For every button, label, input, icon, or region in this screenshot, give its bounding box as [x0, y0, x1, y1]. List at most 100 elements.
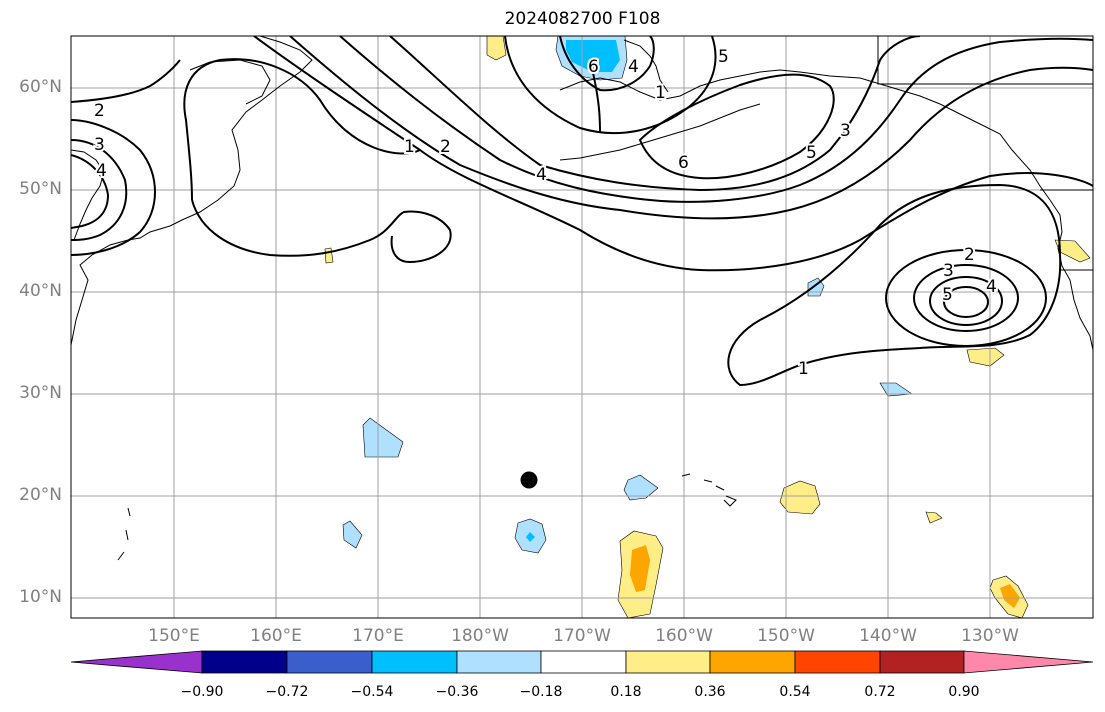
yellow-anomaly-d: [779, 480, 821, 515]
contour-4: [389, 36, 921, 192]
contour-2: [289, 36, 1093, 220]
colorbar-segment: [794, 650, 881, 674]
contour-east-4: [929, 276, 1003, 326]
lon-label: 170°W: [553, 626, 611, 646]
lon-label: 180°W: [451, 626, 509, 646]
contour-west-2: [71, 59, 181, 103]
colorbar-tick: −0.90: [180, 684, 224, 700]
contour-label: 3: [94, 135, 105, 155]
colorbar-tick: 0.36: [694, 684, 726, 700]
contour-east-5: [943, 286, 989, 318]
contour-west-loop-2: [71, 139, 128, 241]
colorbar: [70, 650, 1094, 674]
colorbar-segment: [456, 650, 542, 674]
colorbar-segment: [625, 650, 711, 674]
contour-label: 2: [964, 245, 975, 265]
na-border: [877, 36, 1093, 85]
colorbar-tick: −0.72: [265, 684, 309, 700]
colorbar-tick: 0.18: [610, 684, 642, 700]
contour-label: 1: [655, 83, 666, 103]
colorbar-segment: [201, 650, 288, 674]
lat-label: 10°N: [19, 587, 62, 607]
contour-label: 4: [628, 57, 639, 77]
blue-anomaly-c: [362, 417, 404, 458]
colorbar-extend-right: [963, 650, 1094, 674]
colorbar-tick: 0.90: [948, 684, 980, 700]
contour-east-3: [913, 264, 1019, 332]
yellow-anomaly-north: [486, 36, 507, 61]
contour-label: 3: [943, 261, 954, 281]
contour-low-gulf: [638, 73, 835, 180]
yellow-anomaly-e: [925, 511, 943, 524]
contour-1-north: [253, 36, 1093, 272]
map-frame-border: [70, 35, 1094, 619]
contour-label: 4: [986, 277, 997, 297]
colorbar-tick: 0.54: [779, 684, 811, 700]
contour-1-west: [183, 58, 421, 201]
colorbar-segment: [286, 650, 373, 674]
lon-label: 130°W: [961, 626, 1019, 646]
colorbar-tick: −0.36: [435, 684, 479, 700]
storm-center-dot: [520, 471, 538, 489]
colorbar-tick: 0.72: [864, 684, 896, 700]
contour-west-bulge: [191, 199, 452, 264]
gridlines: [71, 36, 1093, 618]
contour-label: 4: [536, 165, 547, 185]
colorbar-tick: −0.18: [519, 684, 563, 700]
orange-anomaly-g: [1000, 584, 1020, 608]
blue-anomaly-e: [342, 520, 363, 549]
contour-label: 5: [806, 143, 817, 163]
blue-anomaly-f-core: [526, 532, 535, 542]
contour-label: 5: [942, 285, 953, 305]
map-title: 2024082700 F108: [504, 9, 661, 29]
anomaly-shading: [324, 36, 1091, 618]
lat-label: 50°N: [19, 179, 62, 199]
lat-label: 60°N: [19, 77, 62, 97]
colorbar-extend-left: [70, 650, 203, 674]
lon-label: 160°E: [250, 626, 302, 646]
contour-label: 4: [96, 161, 107, 181]
na-border-2: [1040, 189, 1093, 271]
contour-label: 2: [94, 101, 105, 121]
aleutians: [559, 103, 761, 161]
lat-label: 20°N: [19, 485, 62, 505]
colorbar-segment: [709, 650, 796, 674]
contour-west-loop-3: [71, 154, 110, 229]
contour-label: 5: [718, 47, 729, 67]
contour-label: 6: [678, 153, 689, 173]
lon-label: 160°W: [655, 626, 713, 646]
micronesia: [117, 507, 131, 561]
contour-west-loop: [71, 119, 156, 256]
colorbar-tick: −0.54: [350, 684, 394, 700]
japan-coast: [71, 149, 105, 241]
lon-label: 140°W: [859, 626, 917, 646]
blue-anomaly-bering-core: [566, 40, 620, 72]
contour-east-2: [885, 249, 1047, 347]
lon-label: 150°W: [757, 626, 815, 646]
contour-label: 6: [588, 57, 599, 77]
coastlines: [71, 36, 1093, 561]
contour-low-bering-outer: [504, 36, 717, 134]
contour-label: 2: [440, 137, 451, 157]
lat-label: 40°N: [19, 281, 62, 301]
na-west-coast: [1049, 199, 1093, 351]
colorbar-segment: [540, 650, 627, 674]
blue-anomaly-d: [623, 474, 659, 501]
contours: [71, 36, 1093, 387]
contour-label: 3: [840, 121, 851, 141]
colorbar-segment: [371, 650, 458, 674]
alaska-coast: [559, 69, 1051, 201]
lat-label: 30°N: [19, 383, 62, 403]
contour-1-east-low: [727, 183, 1062, 387]
lon-label: 170°E: [352, 626, 404, 646]
lon-label: 150°E: [148, 626, 200, 646]
contour-label: 1: [404, 137, 415, 157]
contour-6: [589, 59, 601, 133]
hawaii: [681, 473, 737, 507]
asia-coast: [71, 36, 313, 346]
alaska-inner: [623, 39, 669, 93]
colorbar-segment: [879, 650, 965, 674]
orange-anomaly-f: [630, 545, 650, 592]
